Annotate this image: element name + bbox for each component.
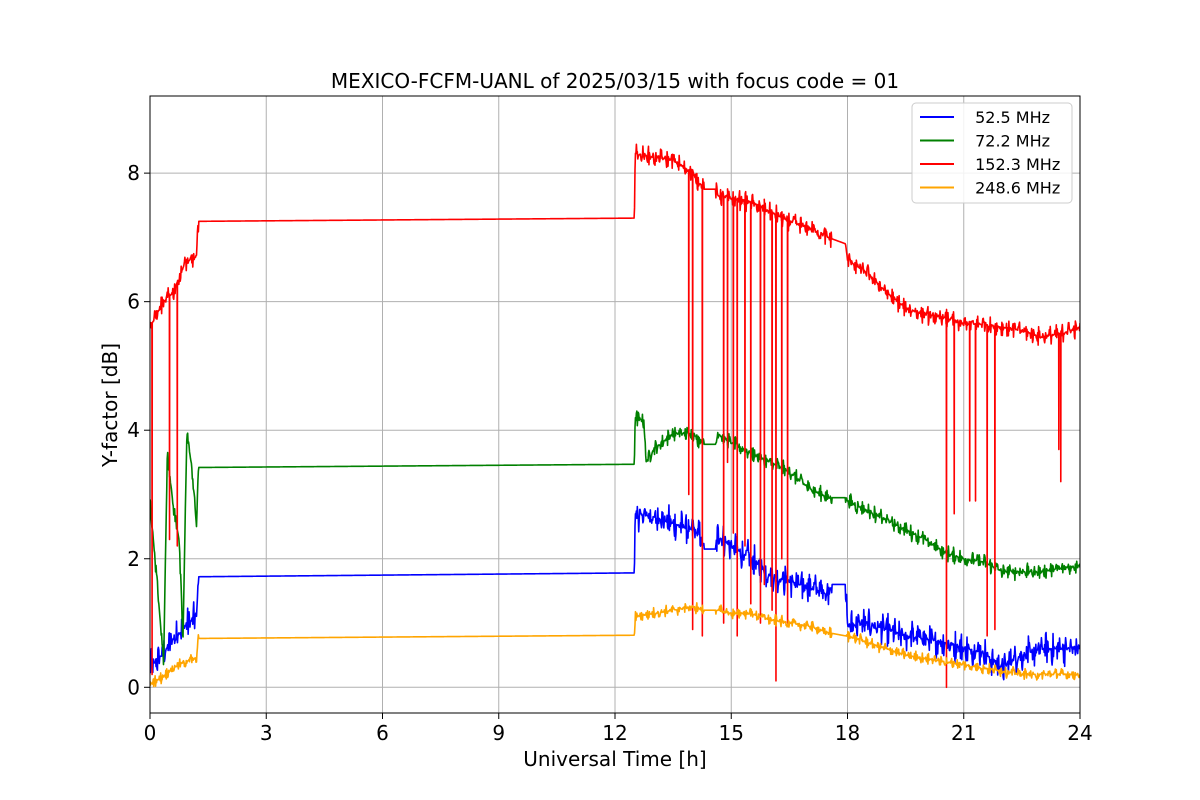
series-line-3 [150, 602, 1080, 688]
x-axis-label: Universal Time [h] [523, 747, 706, 771]
x-tick-label: 0 [144, 721, 157, 745]
legend-label: 152.3 MHz [970, 155, 1060, 174]
y-tick-label: 2 [127, 547, 140, 571]
x-tick-label: 15 [719, 721, 744, 745]
x-axis-ticks: 0 3 6 9 12 15 18 21 24 [144, 713, 1093, 745]
series-line-0 [150, 504, 1080, 681]
series-layer [150, 143, 1080, 689]
y-tick-label: 0 [127, 675, 140, 699]
y-tick-label: 4 [127, 418, 140, 442]
x-tick-label: 12 [602, 721, 627, 745]
y-tick-label: 8 [127, 161, 140, 185]
chart-title: MEXICO-FCFM-UANL of 2025/03/15 with focu… [331, 69, 899, 93]
series-line-1 [150, 410, 1080, 666]
legend-label: 72.2 MHz [970, 132, 1050, 151]
series-line-2 [150, 143, 1080, 689]
legend: 52.5 MHz 72.2 MHz 152.3 MHz 248.6 MHz [911, 102, 1073, 204]
y-axis-ticks: 0 2 4 6 8 [127, 161, 150, 699]
legend-label: 248.6 MHz [970, 179, 1060, 198]
x-tick-label: 21 [951, 721, 976, 745]
x-tick-label: 3 [260, 721, 273, 745]
x-tick-label: 6 [376, 721, 389, 745]
plot-area [150, 143, 1080, 689]
y-axis-label: Y-factor [dB] [98, 343, 122, 468]
x-tick-label: 18 [835, 721, 860, 745]
y-tick-label: 6 [127, 290, 140, 314]
x-tick-label: 9 [492, 721, 505, 745]
legend-box [911, 102, 1073, 204]
x-tick-label: 24 [1067, 721, 1092, 745]
legend-label: 52.5 MHz [970, 108, 1050, 127]
